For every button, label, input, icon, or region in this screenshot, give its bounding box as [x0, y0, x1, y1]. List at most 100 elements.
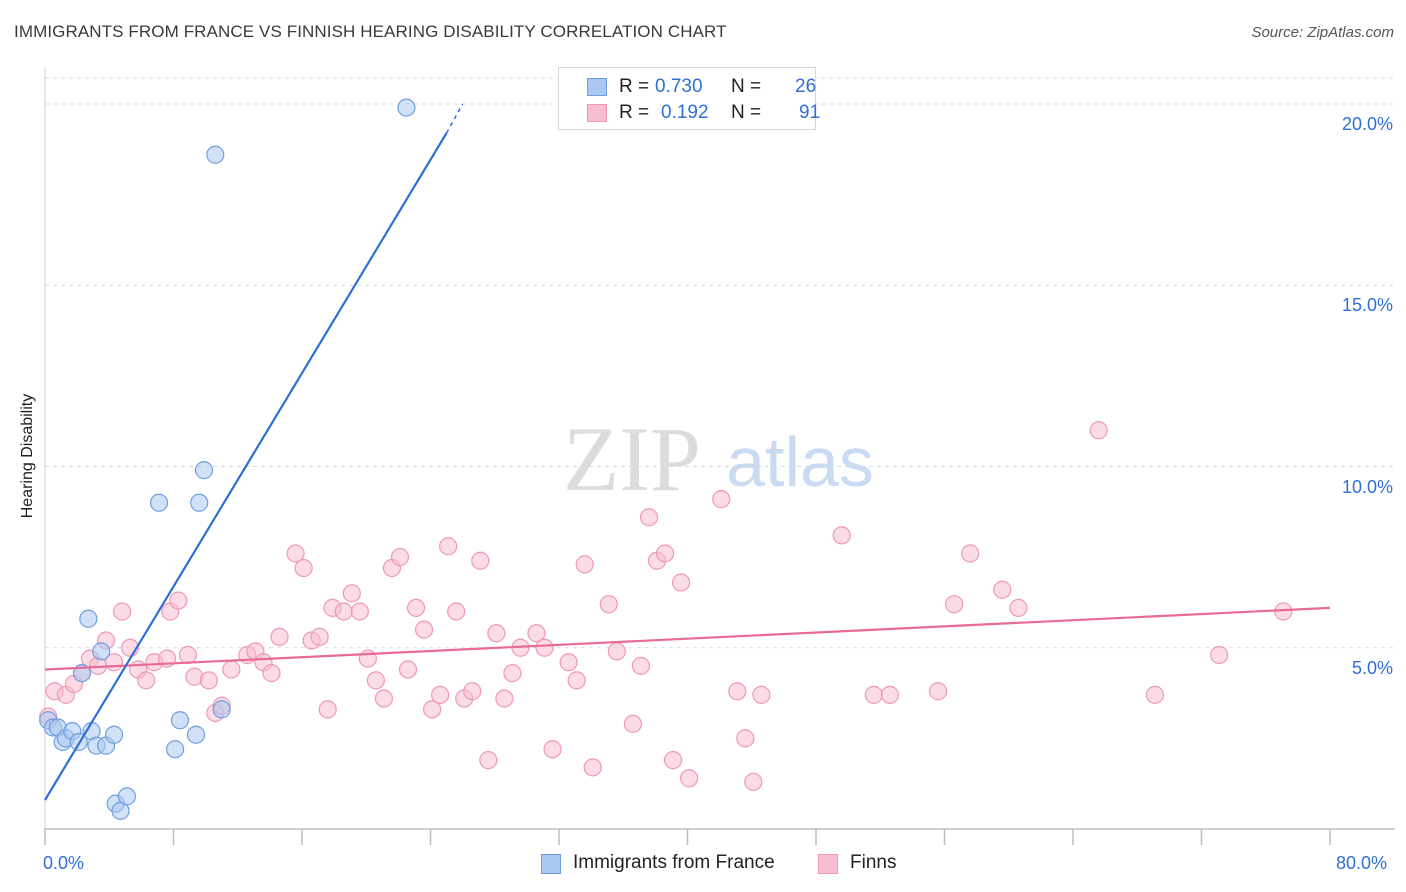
y-tick-label: 20.0% — [1341, 114, 1393, 134]
finns-point — [928, 682, 948, 701]
legend-swatch-france — [587, 78, 607, 96]
finns-point — [334, 602, 353, 621]
finns-point — [1274, 602, 1293, 621]
legend-label-france: Immigrants from France — [573, 852, 775, 873]
x-tick-label-min: 0.0% — [43, 853, 85, 873]
finns-point — [543, 740, 562, 759]
legend-label-finns: Finns — [850, 852, 897, 873]
y-tick-label: 5.0% — [1351, 657, 1393, 678]
finns-point — [423, 700, 442, 719]
finns-points — [39, 421, 1293, 791]
france-point — [104, 725, 124, 744]
finns-point — [169, 591, 188, 610]
finns-point — [1009, 598, 1028, 617]
finns-point — [1089, 421, 1108, 440]
finns-point — [567, 671, 586, 690]
finns-point — [270, 627, 289, 646]
finns-point — [752, 685, 771, 704]
finns-point — [880, 685, 899, 704]
x-tick-label-max: 80.0% — [1336, 853, 1388, 873]
finns-point — [398, 660, 418, 679]
finns-point — [431, 685, 450, 704]
correlation-legend: R = 0.730 N = 26 R = 0.192 N = 91 — [558, 67, 820, 130]
finns-point — [945, 595, 964, 614]
finns-point — [575, 555, 594, 574]
finns-point — [374, 689, 394, 708]
watermark: ZIP atlas — [563, 408, 874, 510]
finns-point — [728, 682, 747, 701]
legend-swatch-finns — [587, 104, 607, 122]
finns-point — [366, 671, 385, 690]
france-points — [39, 98, 416, 820]
watermark-zip: ZIP — [563, 408, 701, 510]
legend-swatch-france — [541, 854, 561, 874]
finns-point — [406, 598, 426, 617]
finns-point — [286, 544, 305, 563]
finns-point — [471, 551, 490, 570]
finns-point — [294, 558, 313, 578]
source-note: Source: ZipAtlas.com — [1251, 24, 1394, 41]
finns-point — [137, 671, 156, 690]
n-label: N = — [731, 102, 762, 123]
france-point — [170, 711, 190, 730]
finns-point — [222, 660, 241, 679]
n-label: N = — [731, 76, 762, 97]
finns-point — [527, 624, 546, 643]
france-point — [117, 787, 137, 806]
finns-point — [1210, 645, 1229, 665]
finns-point — [463, 682, 482, 701]
france-point — [166, 740, 185, 759]
finns-point — [414, 620, 434, 639]
axes — [44, 68, 1395, 845]
finns-point — [639, 508, 659, 527]
finns-point — [961, 544, 980, 563]
france-point — [149, 493, 169, 512]
legend-swatch-finns — [818, 854, 838, 874]
finns-trend-line — [44, 606, 1331, 671]
france-point — [397, 98, 416, 117]
france-point — [79, 609, 98, 628]
finns-point — [439, 537, 458, 556]
france-trend-extension — [445, 103, 464, 134]
france-trend-line — [44, 132, 448, 801]
r-label: R = — [619, 102, 650, 123]
finns-point — [744, 772, 763, 791]
chart-title: IMMIGRANTS FROM FRANCE VS FINNISH HEARIN… — [14, 22, 727, 41]
finns-point — [599, 595, 618, 614]
finns-point — [310, 627, 329, 646]
n-value: 91 — [799, 102, 821, 123]
finns-point — [318, 700, 337, 719]
finns-point — [663, 751, 683, 770]
r-value: 0.192 — [661, 102, 709, 123]
finns-point — [864, 685, 883, 704]
finns-point — [623, 714, 642, 733]
france-point — [194, 461, 214, 480]
r-value: 0.730 — [655, 76, 703, 97]
finns-point — [350, 602, 369, 621]
finns-point — [631, 656, 651, 675]
france-point — [190, 493, 209, 512]
finns-point — [671, 573, 691, 592]
finns-point — [607, 642, 626, 661]
n-value: 26 — [795, 76, 817, 97]
finns-point — [680, 769, 699, 788]
france-point — [206, 145, 225, 164]
finns-point — [178, 645, 198, 665]
finns-point — [479, 751, 498, 770]
watermark-atlas: atlas — [726, 423, 874, 501]
y-tick-label: 10.0% — [1341, 476, 1393, 497]
finns-point — [390, 548, 410, 567]
finns-point — [199, 671, 218, 690]
finns-point — [503, 664, 522, 683]
trend-lines — [44, 103, 1331, 801]
france-point — [212, 700, 231, 719]
finns-point — [655, 544, 675, 563]
finns-point — [1145, 685, 1165, 704]
finns-point — [736, 729, 755, 748]
finns-point — [559, 653, 578, 672]
finns-point — [447, 602, 466, 621]
y-tick-label: 15.0% — [1341, 295, 1393, 316]
finns-point — [712, 490, 731, 509]
finns-point — [487, 624, 506, 643]
